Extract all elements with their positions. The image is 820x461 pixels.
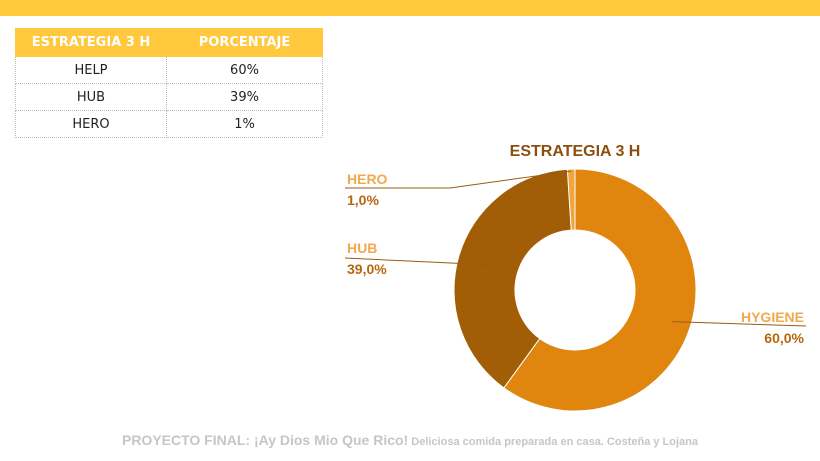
leader-line-hygiene xyxy=(672,321,807,327)
slice-value-hero: 1,0% xyxy=(347,192,379,208)
column-header-percentage: PORCENTAJE xyxy=(166,28,323,57)
column-header-strategy: ESTRATEGIA 3 H xyxy=(15,28,167,57)
cell-strategy: HELP xyxy=(15,56,167,84)
footer: PROYECTO FINAL: ¡Ay Dios Mio Que Rico! D… xyxy=(0,432,820,450)
table-row: HERO 1% xyxy=(15,110,323,138)
leader-line-hub xyxy=(344,257,489,266)
footer-subtitle: Deliciosa comida preparada en casa. Cost… xyxy=(408,436,698,448)
slice-value-hub: 39,0% xyxy=(347,261,387,277)
slice-value-hygiene: 60,0% xyxy=(764,330,804,346)
table-header-row: ESTRATEGIA 3 H PORCENTAJE xyxy=(15,28,323,57)
leader-line-hero xyxy=(345,170,572,189)
cell-percentage: 39% xyxy=(166,83,323,111)
chart-title: ESTRATEGIA 3 H xyxy=(510,143,641,160)
strategy-table: ESTRATEGIA 3 H PORCENTAJE HELP 60% HUB 3… xyxy=(15,28,323,138)
donut-slice-hero xyxy=(566,168,576,231)
table-row: HUB 39% xyxy=(15,83,323,111)
cell-strategy: HUB xyxy=(15,83,167,111)
cell-percentage: 60% xyxy=(166,56,323,84)
table-row: HELP 60% xyxy=(15,56,323,84)
cell-percentage: 1% xyxy=(166,110,323,138)
footer-title: PROYECTO FINAL: ¡Ay Dios Mio Que Rico! xyxy=(121,432,409,448)
cell-strategy: HERO xyxy=(15,110,167,138)
slice-label-hero: HERO xyxy=(347,171,388,187)
donut-chart: ESTRATEGIA 3 H HERO 1,0% HUB 39,0% HYGIE… xyxy=(344,143,807,412)
donut-slice-hygiene xyxy=(503,168,697,412)
top-accent-bar xyxy=(0,0,820,16)
donut-slice-hub xyxy=(453,168,572,389)
slice-label-hub: HUB xyxy=(347,240,377,256)
slice-label-hygiene: HYGIENE xyxy=(741,309,804,325)
